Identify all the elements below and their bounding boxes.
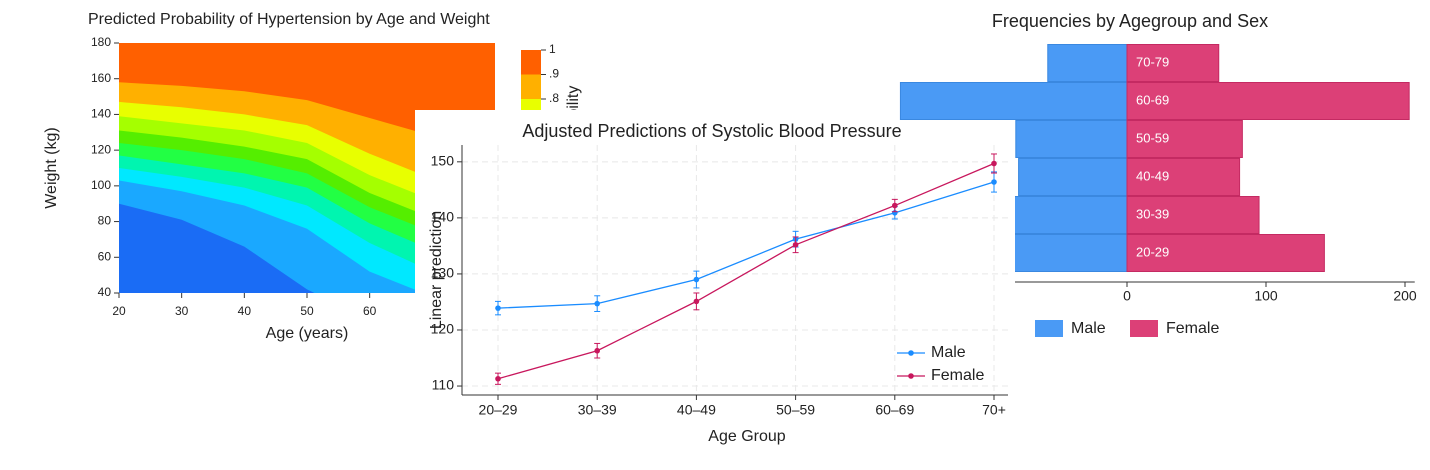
x-axis-label: Age Group <box>708 428 785 445</box>
x-tick-label: 20–29 <box>479 402 518 418</box>
bar <box>1047 44 1128 82</box>
x-tick-label: 70+ <box>982 402 1006 418</box>
panel-background <box>415 110 1015 470</box>
series-line <box>497 181 995 309</box>
bar <box>1126 82 1410 120</box>
x-tick-label: 50 <box>300 304 314 318</box>
bar-category-label: 70-79 <box>1136 54 1169 69</box>
data-point <box>594 347 600 354</box>
bar <box>1012 196 1128 234</box>
x-tick-label: 0 <box>1123 288 1131 304</box>
colorbar-tick-label: 1 <box>549 42 556 56</box>
y-axis-label: Weight (kg) <box>43 127 60 209</box>
bar-area <box>899 44 1410 272</box>
legend-label: Male <box>931 344 966 361</box>
legend-swatch <box>1130 320 1158 337</box>
x-axis-label: Age (years) <box>266 325 349 342</box>
series-line <box>497 162 995 380</box>
chart-title: Adjusted Predictions of Systolic Blood P… <box>522 121 901 141</box>
data-point <box>693 298 700 305</box>
x-tick-label: 30–39 <box>578 402 617 418</box>
data-point <box>991 179 997 185</box>
data-point <box>594 300 600 307</box>
y-tick-label: 160 <box>91 71 111 85</box>
bar-category-label: 60-69 <box>1136 92 1169 107</box>
y-tick-label: 100 <box>91 178 111 192</box>
colorbar-segment <box>521 50 541 75</box>
bar <box>899 82 1128 120</box>
legend-label: Female <box>1166 320 1219 337</box>
legend-label: Male <box>1071 320 1106 337</box>
y-tick-label: 120 <box>431 321 455 337</box>
y-tick-label: 40 <box>98 285 112 299</box>
y-tick-label: 60 <box>98 249 112 263</box>
bar <box>1126 120 1243 158</box>
legend-marker <box>908 373 914 379</box>
x-tick-label: 40–49 <box>677 402 716 418</box>
y-tick-label: 140 <box>431 209 455 225</box>
data-point <box>792 241 799 248</box>
y-tick-label: 130 <box>431 265 455 281</box>
data-point <box>991 160 997 167</box>
x-tick-label: 100 <box>1254 288 1278 304</box>
bar <box>1126 234 1325 272</box>
x-tick-label: 30 <box>175 304 189 318</box>
y-tick-label: 110 <box>432 377 455 393</box>
bar <box>1015 120 1128 158</box>
bar-category-label: 20-29 <box>1136 244 1169 259</box>
legend-swatch <box>1035 320 1063 337</box>
y-tick-label: 120 <box>91 142 111 156</box>
chart-title: Frequencies by Agegroup and Sex <box>992 11 1268 31</box>
contour-band <box>119 43 495 160</box>
y-tick-label: 150 <box>431 153 455 169</box>
y-tick-label: 180 <box>91 35 111 49</box>
x-tick-label: 200 <box>1393 288 1417 304</box>
y-axis-label: Linear prediction <box>428 211 445 329</box>
colorbar-tick-label: .8 <box>549 91 559 105</box>
bar <box>1004 234 1128 272</box>
contour-plot <box>119 43 495 293</box>
colorbar-tick-label: .9 <box>549 67 559 81</box>
bar-category-label: 50-59 <box>1136 130 1169 145</box>
bar <box>1126 196 1260 234</box>
x-tick-label: 50–59 <box>776 402 815 418</box>
bar <box>1126 158 1241 196</box>
x-tick-label: 20 <box>112 304 126 318</box>
y-tick-label: 80 <box>98 214 112 228</box>
y-tick-label: 140 <box>91 107 111 121</box>
x-tick-label: 60 <box>363 304 377 318</box>
legend-label: Female <box>931 367 984 384</box>
x-tick-label: 60–69 <box>875 402 914 418</box>
bar-category-label: 40-49 <box>1136 168 1169 183</box>
data-point <box>495 375 501 382</box>
data-point <box>892 202 898 209</box>
bar <box>1126 44 1220 82</box>
bar <box>1018 158 1128 196</box>
data-point <box>693 276 700 283</box>
colorbar-segment <box>521 74 541 99</box>
legend-marker <box>908 350 914 356</box>
bar-category-label: 30-39 <box>1136 206 1169 221</box>
chart-title: Predicted Probability of Hypertension by… <box>88 11 490 28</box>
data-point <box>495 305 501 311</box>
x-tick-label: 40 <box>238 304 252 318</box>
